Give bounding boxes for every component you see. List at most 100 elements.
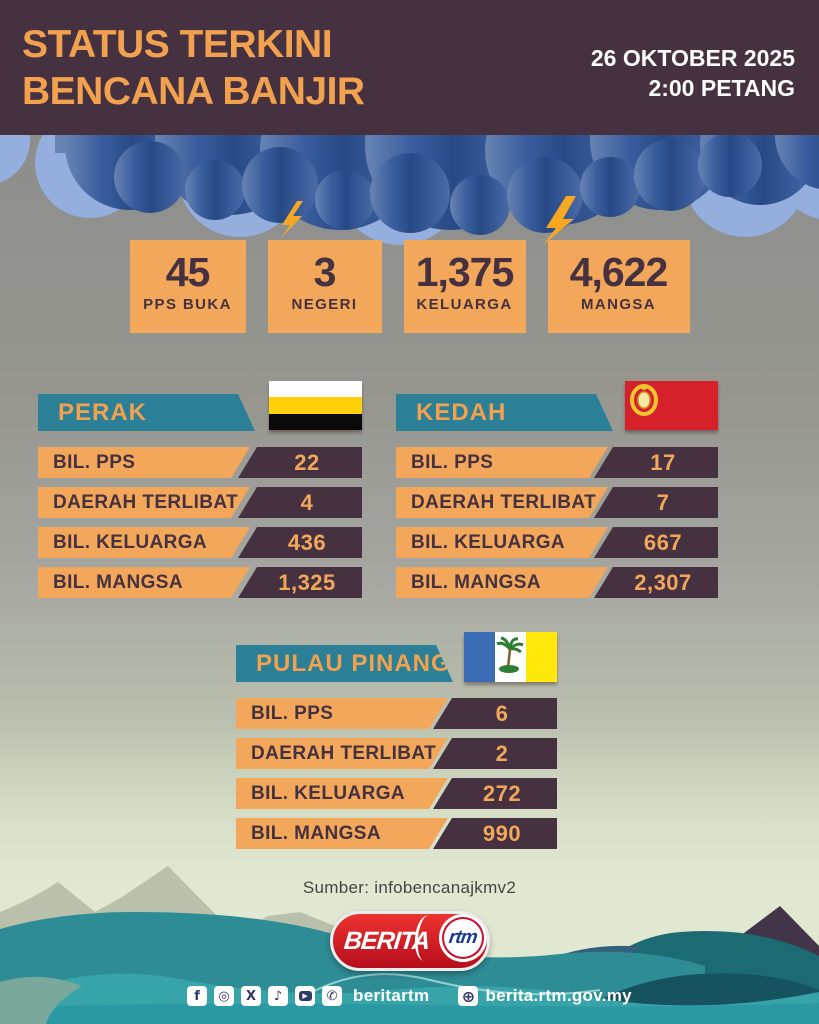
state-panel-perak: PERAK BIL. PPS 22 DAERAH TERLIBAT 4 BIL.… (38, 381, 362, 607)
stat-pps-buka: 45 PPS BUKA (129, 240, 246, 333)
table-row: BIL. KELUARGA 436 (38, 527, 362, 558)
palm-tree-art (496, 636, 524, 673)
tiktok-icon[interactable]: ♪ (268, 986, 289, 1006)
table-row: BIL. PPS 17 (396, 447, 718, 478)
row-label: DAERAH TERLIBAT (38, 487, 250, 518)
table-row: DAERAH TERLIBAT 4 (38, 487, 362, 518)
stat-value: 4,622 (569, 249, 669, 295)
stat-label: NEGERI (291, 296, 358, 313)
stat-value: 1,375 (415, 249, 515, 295)
row-value: 1,325 (238, 567, 362, 598)
wave-crest-line (299, 973, 601, 1000)
state-name: KEDAH (416, 398, 507, 426)
facebook-icon[interactable]: f (187, 986, 208, 1006)
state-banner: PULAU PINANG (236, 645, 453, 682)
instagram-icon[interactable]: ◎ (214, 986, 235, 1006)
footer-social-bar: f ◎ X ♪ ▶ ✆ beritartm ⊕ berita.rtm.gov.m… (0, 986, 819, 1006)
table-row: BIL. MANGSA 990 (236, 818, 557, 849)
state-rows: BIL. PPS 22 DAERAH TERLIBAT 4 BIL. KELUA… (38, 447, 362, 598)
row-label: BIL. MANGSA (396, 567, 608, 598)
row-label: BIL. PPS (396, 447, 608, 478)
state-name: PERAK (58, 398, 148, 426)
table-row: DAERAH TERLIBAT 2 (236, 738, 557, 769)
stat-mangsa: 4,622 MANGSA (547, 240, 690, 333)
rtm-emblem: rtm (438, 914, 487, 962)
stat-label: PPS BUKA (143, 296, 232, 313)
globe-icon[interactable]: ⊕ (458, 986, 479, 1006)
row-value: 7 (594, 487, 718, 518)
kedah-flag (625, 381, 718, 430)
row-label: DAERAH TERLIBAT (236, 738, 448, 769)
row-value: 667 (594, 527, 718, 558)
icon-glyph: ♪ (273, 988, 283, 1004)
icon-glyph: f (194, 988, 200, 1004)
state-panel-pulau-pinang: PULAU PINANG BIL. PPS 6 DAERAH TERLIBAT … (236, 632, 557, 858)
lightning-bolt-icon (543, 196, 576, 245)
flag-stripe (269, 397, 362, 414)
summary-stats: 45 PPS BUKA 3 NEGERI 1,375 KELUARGA 4,62… (0, 240, 819, 333)
state-name: PULAU PINANG (256, 649, 451, 677)
page-title: STATUS TERKINI BENCANA BANJIR (22, 21, 365, 115)
lightning-bolt-icon (281, 201, 303, 238)
storm-clouds-art (0, 135, 819, 245)
table-row: DAERAH TERLIBAT 7 (396, 487, 718, 518)
page-title-line1: STATUS TERKINI (22, 23, 333, 66)
state-banner: PERAK (38, 394, 255, 431)
stat-keluarga: 1,375 KELUARGA (403, 240, 526, 333)
row-label: BIL. PPS (236, 698, 448, 729)
bottom-band-art (0, 1003, 819, 1024)
state-rows: BIL. PPS 6 DAERAH TERLIBAT 2 BIL. KELUAR… (236, 698, 557, 849)
report-datetime: 26 OKTOBER 2025 2:00 PETANG (591, 43, 795, 103)
report-time: 2:00 PETANG (648, 75, 795, 101)
row-label: BIL. KELUARGA (396, 527, 608, 558)
row-value: 436 (238, 527, 362, 558)
flag-stripe (269, 381, 362, 398)
row-label: BIL. MANGSA (236, 818, 448, 849)
flag-stripe (495, 632, 526, 682)
stat-label: MANGSA (580, 296, 657, 313)
state-rows: BIL. PPS 17 DAERAH TERLIBAT 7 BIL. KELUA… (396, 447, 718, 598)
row-label: BIL. KELUARGA (236, 778, 448, 809)
social-handle[interactable]: beritartm (353, 986, 430, 1005)
youtube-icon[interactable]: ▶ (295, 986, 316, 1006)
flag-stripe (526, 632, 557, 682)
page-title-line2: BENCANA BANJIR (22, 70, 365, 113)
berita-rtm-logo: BERITA rtm (329, 911, 490, 971)
table-row: BIL. PPS 22 (38, 447, 362, 478)
row-label: BIL. PPS (38, 447, 250, 478)
report-date: 26 OKTOBER 2025 (590, 45, 795, 71)
table-row: BIL. KELUARGA 667 (396, 527, 718, 558)
perak-flag (269, 381, 362, 430)
whatsapp-icon[interactable]: ✆ (322, 986, 343, 1006)
row-value: 6 (433, 698, 557, 729)
row-value: 4 (238, 487, 362, 518)
pale-hump-art (0, 976, 82, 1024)
icon-glyph: ◎ (218, 988, 230, 1004)
table-row: BIL. PPS 6 (236, 698, 557, 729)
flag-stripe (464, 632, 495, 682)
x-icon[interactable]: X (241, 986, 262, 1006)
stat-label: KELUARGA (416, 296, 513, 313)
source-credit: Sumber: infobencanajkmv2 (302, 878, 517, 897)
flag-stripe (269, 413, 362, 430)
row-value: 17 (594, 447, 718, 478)
row-value: 990 (433, 818, 557, 849)
stat-value: 45 (165, 249, 211, 295)
icon-glyph: ▶ (298, 991, 312, 1001)
icon-glyph: X (246, 988, 257, 1004)
logo-rtm-text: rtm (447, 927, 478, 948)
table-row: BIL. MANGSA 2,307 (396, 567, 718, 598)
row-value: 272 (433, 778, 557, 809)
state-banner: KEDAH (396, 394, 613, 431)
website-url[interactable]: berita.rtm.gov.my (485, 986, 632, 1005)
row-label: BIL. MANGSA (38, 567, 250, 598)
row-value: 2 (433, 738, 557, 769)
website-group: ⊕ berita.rtm.gov.my (458, 986, 632, 1006)
penang-flag (464, 632, 557, 682)
table-row: BIL. KELUARGA 272 (236, 778, 557, 809)
table-row: BIL. MANGSA 1,325 (38, 567, 362, 598)
icon-glyph: ✆ (326, 988, 338, 1004)
cloud-dark-layer (55, 135, 819, 235)
stat-negeri: 3 NEGERI (267, 240, 382, 333)
